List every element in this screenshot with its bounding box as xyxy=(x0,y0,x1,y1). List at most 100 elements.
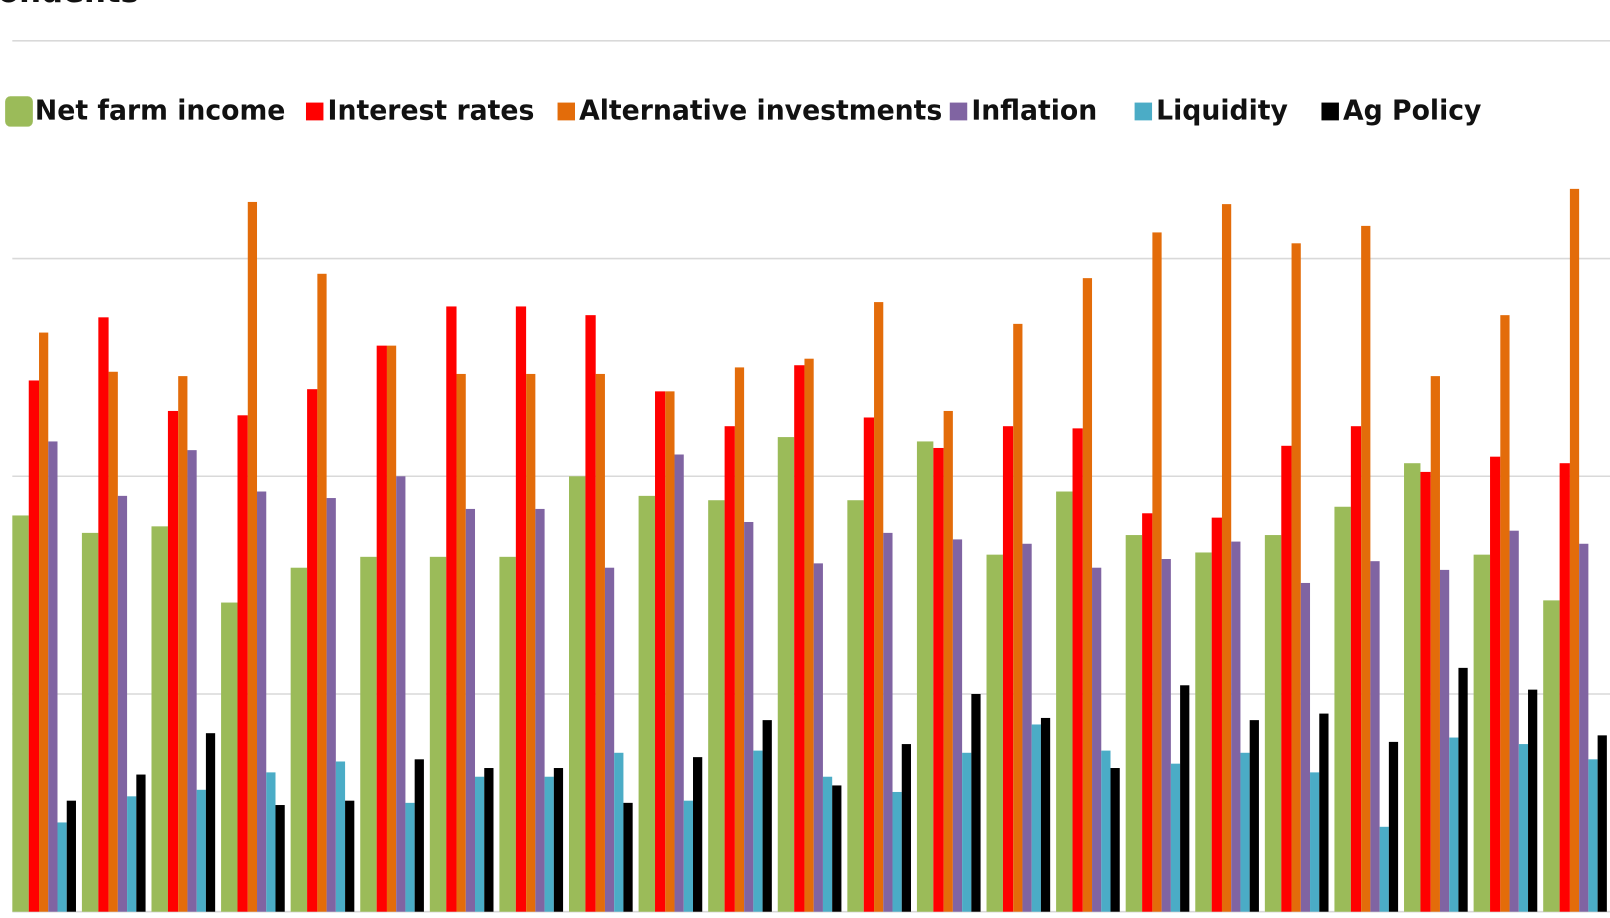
bar xyxy=(526,373,536,912)
bar xyxy=(1072,428,1083,912)
bar xyxy=(499,556,516,912)
bar xyxy=(943,410,953,912)
bar xyxy=(12,515,29,912)
bar xyxy=(81,532,99,912)
bar xyxy=(205,733,216,912)
bar xyxy=(1002,426,1014,912)
bar xyxy=(1334,506,1351,912)
bar xyxy=(986,554,1003,912)
bar xyxy=(257,491,267,912)
bar xyxy=(1528,689,1538,912)
bar xyxy=(569,476,586,912)
bar xyxy=(1569,188,1580,912)
bar xyxy=(1281,445,1292,912)
legend-marker xyxy=(1134,102,1153,121)
bar xyxy=(1310,772,1320,912)
bar xyxy=(1170,763,1181,912)
bar xyxy=(1082,278,1093,912)
bar xyxy=(1500,315,1510,912)
bar xyxy=(360,556,377,912)
bar xyxy=(883,532,893,912)
bar xyxy=(1579,543,1589,912)
legend-label: Liquidity xyxy=(1156,95,1288,126)
bar xyxy=(108,371,118,912)
bar xyxy=(386,345,397,912)
bar xyxy=(317,273,327,912)
legend-marker xyxy=(949,102,968,121)
legend-label: Interest rates xyxy=(328,95,535,126)
legend-label: Ag Policy xyxy=(1343,95,1482,126)
bar xyxy=(1161,559,1171,912)
bar xyxy=(1588,759,1598,912)
legend-label: Alternative investments xyxy=(579,95,942,126)
bar xyxy=(665,391,675,912)
bar xyxy=(901,744,912,912)
bar xyxy=(1125,535,1143,912)
chart-title: ondents xyxy=(0,0,139,10)
bar xyxy=(290,567,308,912)
bar xyxy=(127,796,137,912)
legend-label: Inflation xyxy=(971,95,1097,126)
bar xyxy=(136,774,146,912)
bar xyxy=(57,822,67,912)
legend-marker xyxy=(557,102,575,121)
bar xyxy=(1040,717,1051,912)
bar xyxy=(266,772,276,912)
bar xyxy=(1300,582,1311,912)
legend-marker xyxy=(5,96,33,127)
bar xyxy=(475,776,485,912)
bar xyxy=(1056,491,1073,912)
bar xyxy=(1231,541,1241,912)
bar xyxy=(275,805,285,912)
bar xyxy=(1430,376,1440,912)
bar xyxy=(1361,225,1371,912)
bar xyxy=(813,563,823,912)
bar xyxy=(484,768,494,912)
bar xyxy=(933,447,944,912)
bar xyxy=(1597,735,1607,912)
bar xyxy=(1264,535,1282,912)
bar xyxy=(777,437,795,912)
bar xyxy=(1543,600,1560,912)
bar xyxy=(1180,685,1190,912)
bar xyxy=(178,376,188,912)
bar xyxy=(237,415,248,912)
bar xyxy=(1404,463,1421,912)
bar xyxy=(623,802,633,912)
bar xyxy=(1291,243,1301,912)
bar xyxy=(1439,569,1450,912)
bar xyxy=(794,365,805,912)
bar xyxy=(414,759,424,912)
bar xyxy=(674,454,684,912)
bar xyxy=(724,426,735,912)
bar xyxy=(247,201,258,912)
bar xyxy=(638,495,656,912)
bar xyxy=(916,441,934,912)
bar xyxy=(971,693,981,912)
bar xyxy=(66,800,76,912)
legend-label: Net farm income xyxy=(35,95,285,126)
bar xyxy=(98,317,109,912)
bar xyxy=(1152,232,1162,912)
bar xyxy=(117,495,128,912)
bar xyxy=(345,800,355,912)
bar xyxy=(1379,826,1389,912)
bar xyxy=(753,750,763,912)
bar xyxy=(335,761,346,912)
bar xyxy=(804,358,814,912)
bar xyxy=(604,567,615,912)
bar xyxy=(396,476,406,912)
bar xyxy=(535,508,545,912)
bar xyxy=(48,441,58,912)
bar xyxy=(1473,554,1491,912)
bar xyxy=(456,373,466,912)
bar xyxy=(1031,724,1041,912)
bar xyxy=(832,785,842,912)
bar xyxy=(326,498,336,912)
bar xyxy=(1221,204,1232,912)
bar xyxy=(515,306,527,912)
bar xyxy=(1370,561,1380,912)
bar xyxy=(307,389,318,912)
